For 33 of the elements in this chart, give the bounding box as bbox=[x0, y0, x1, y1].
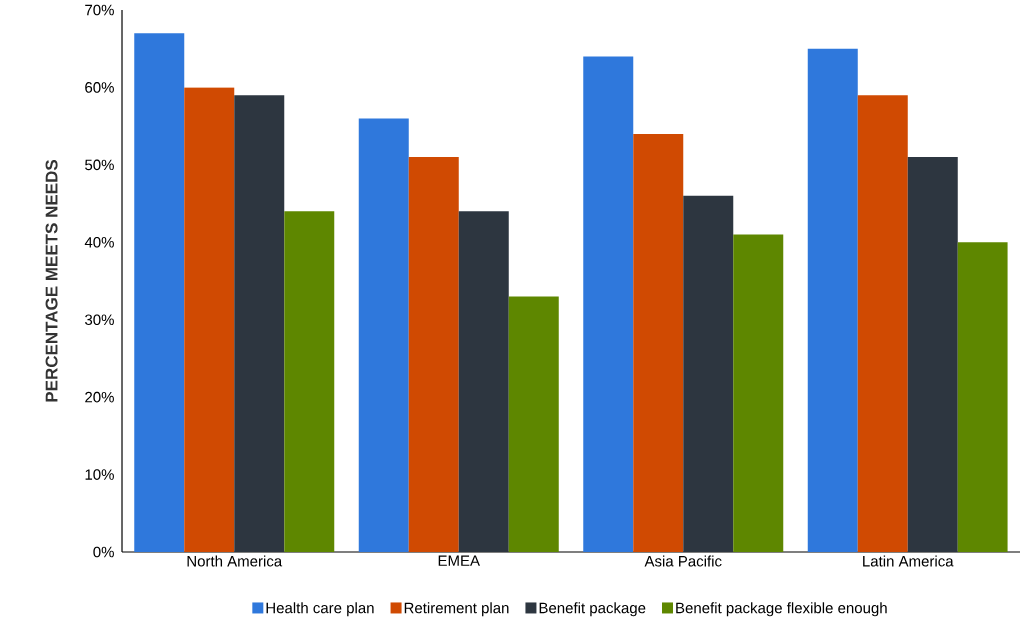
y-tick-label: 30% bbox=[85, 314, 114, 326]
bar bbox=[184, 87, 235, 552]
y-axis-title: PERCENTAGE MEETS NEEDS bbox=[45, 159, 58, 402]
x-tick-label: Asia Pacific bbox=[644, 555, 722, 567]
y-tick-label: 40% bbox=[84, 236, 114, 248]
bar bbox=[907, 157, 958, 552]
bar bbox=[633, 133, 684, 552]
y-tick-label: 60% bbox=[85, 82, 114, 93]
y-tick-label: 20% bbox=[85, 391, 114, 403]
bar bbox=[957, 242, 1008, 552]
bar bbox=[807, 48, 858, 552]
legend-label: Health care plan bbox=[266, 602, 374, 617]
bar bbox=[408, 157, 459, 552]
bar bbox=[683, 195, 734, 552]
bar bbox=[508, 296, 559, 552]
y-tick-label: 50% bbox=[85, 159, 114, 171]
bar bbox=[458, 211, 509, 552]
x-tick-label: North America bbox=[187, 555, 283, 567]
y-tick-label: 10% bbox=[85, 469, 114, 480]
legend-label: Retirement plan bbox=[404, 602, 509, 617]
x-tick-label: Latin America bbox=[863, 555, 954, 567]
legend-label: Benefit package flexible enough bbox=[676, 602, 887, 617]
bar bbox=[358, 118, 409, 552]
bar bbox=[583, 56, 634, 552]
bar bbox=[284, 211, 335, 552]
bar bbox=[234, 95, 285, 552]
y-tick-label: 0% bbox=[93, 546, 114, 558]
x-tick-label: EMEA bbox=[438, 555, 480, 566]
bar bbox=[857, 95, 908, 552]
bar bbox=[733, 234, 784, 552]
bar bbox=[134, 33, 185, 552]
legend-label: Benefit package bbox=[539, 602, 646, 617]
y-tick-label: 70% bbox=[85, 4, 114, 16]
